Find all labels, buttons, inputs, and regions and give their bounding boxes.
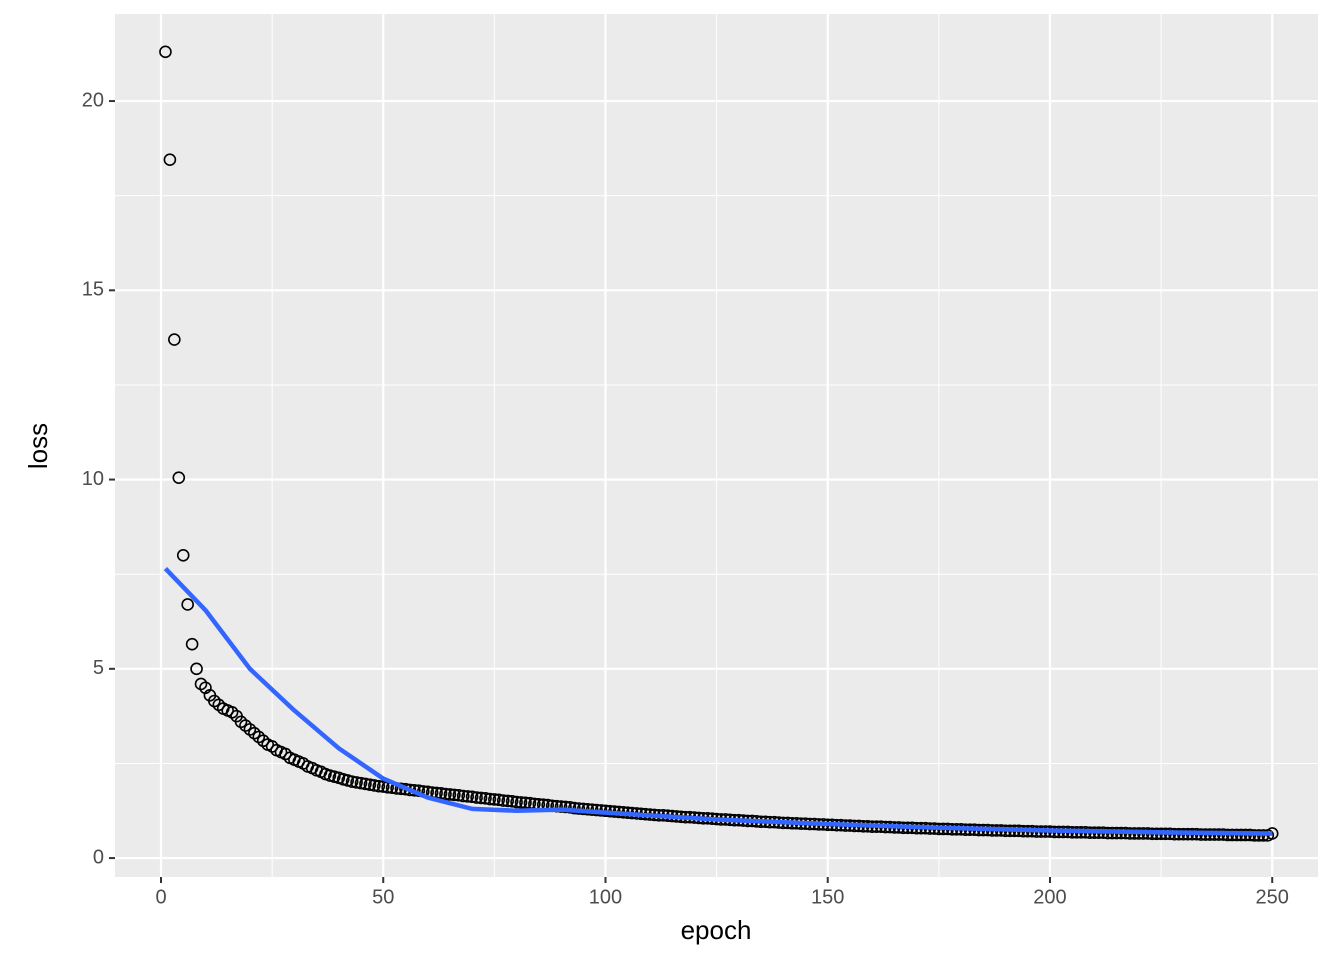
point <box>163 153 177 167</box>
point <box>181 598 194 611</box>
point <box>168 333 181 346</box>
point <box>501 794 515 808</box>
x-tick-label: 50 <box>372 886 394 908</box>
point <box>185 637 199 651</box>
point <box>474 791 488 805</box>
smooth-line <box>163 566 1273 836</box>
point <box>488 793 501 806</box>
point <box>505 794 519 808</box>
point <box>465 790 479 804</box>
point <box>563 801 577 814</box>
point <box>559 800 572 814</box>
point <box>159 45 172 59</box>
point <box>359 777 372 791</box>
point <box>554 800 568 813</box>
x-axis-title: epoch <box>681 915 752 945</box>
point <box>456 789 470 803</box>
point <box>461 790 474 803</box>
point <box>452 788 466 802</box>
y-tick-label: 15 <box>82 279 104 301</box>
point <box>439 787 452 801</box>
point <box>470 791 483 804</box>
point <box>448 788 461 802</box>
x-tick-label: 150 <box>811 886 844 908</box>
point <box>345 775 359 788</box>
point <box>363 778 377 791</box>
point <box>483 792 497 806</box>
point <box>176 548 190 562</box>
point <box>368 779 381 792</box>
y-tick-label: 20 <box>82 89 104 111</box>
point <box>172 471 186 484</box>
x-tick-label: 100 <box>589 886 622 908</box>
y-axis-title: loss <box>23 423 53 469</box>
x-tick-label: 0 <box>155 886 166 908</box>
y-tick-label: 5 <box>93 657 104 679</box>
point <box>492 793 506 807</box>
y-tick-label: 10 <box>82 468 104 490</box>
point <box>443 788 457 801</box>
x-tick-label: 200 <box>1033 886 1066 908</box>
point <box>514 796 528 809</box>
point <box>376 780 390 793</box>
point <box>510 795 523 809</box>
point <box>372 779 386 793</box>
point <box>350 776 363 789</box>
point <box>496 794 510 807</box>
point <box>190 662 203 676</box>
point <box>479 791 492 805</box>
x-tick-label: 250 <box>1256 886 1289 908</box>
y-tick-label: 0 <box>93 846 104 868</box>
point <box>354 776 368 790</box>
